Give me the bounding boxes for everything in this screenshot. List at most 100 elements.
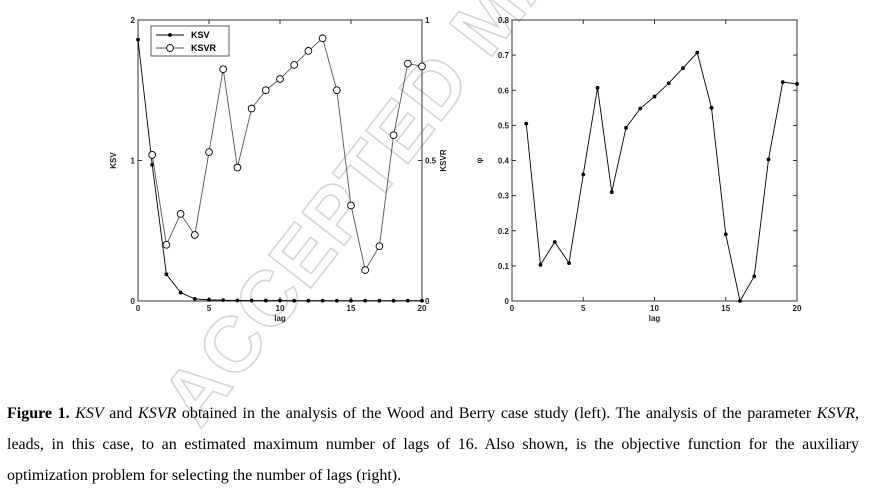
data-point-circle (389, 131, 398, 140)
y-tick-label: 0.6 (498, 86, 510, 95)
data-point-dot (552, 240, 557, 244)
legend-box (150, 25, 230, 57)
data-point-dot (624, 125, 628, 130)
data-point-circle (247, 104, 256, 113)
data-point-dot (178, 290, 183, 295)
data-point-circle (148, 151, 157, 159)
data-point-dot (278, 298, 282, 303)
y-tick-label: 0 (505, 297, 510, 306)
data-point-circle (304, 47, 313, 55)
legend-label: KSVR (191, 43, 217, 53)
y-tick-label: 0.5 (498, 121, 510, 130)
x-tick-label: 20 (793, 304, 802, 313)
right-chart: 0 5 10 15 20 lag 0 0.1 0.2 0.3 0.4 0.5 0.6 0.7 0.8 φ (475, 16, 802, 323)
data-point-dot (795, 82, 799, 86)
data-point-dot (292, 298, 297, 303)
caption-label: Figure 1. (7, 405, 70, 422)
x-tick-label: 15 (721, 304, 730, 313)
y-right-tick-label: 0.5 (425, 157, 437, 166)
data-point-dot (709, 105, 714, 110)
data-point-dot (595, 85, 600, 90)
y-axis-label: KSV (109, 152, 118, 169)
y-right-axis-label: KSVR (439, 149, 448, 171)
data-point-dot (405, 298, 410, 303)
data-point-dot (738, 299, 742, 303)
y-tick-label: 0.2 (498, 227, 510, 236)
data-point-dot (136, 37, 140, 42)
data-point-dot (249, 298, 254, 303)
data-point-dot (723, 232, 728, 237)
caption-text-3: , leads, in this case, to an estimated m… (7, 405, 860, 484)
data-point-circle (190, 231, 199, 239)
data-point-circle (318, 34, 327, 43)
data-point-dot (666, 81, 671, 86)
data-point-circle (276, 75, 284, 83)
data-point-circle (290, 61, 299, 69)
x-tick-label: 5 (207, 304, 212, 313)
caption-text-1: and (103, 405, 139, 422)
y-tick-label: 2 (131, 16, 136, 25)
data-point-dot (349, 298, 353, 303)
legend-label: KSV (191, 30, 210, 40)
data-point-circle (205, 148, 213, 156)
data-point-dot (192, 296, 197, 301)
y-axis-label: φ (475, 157, 484, 163)
data-point-circle (261, 86, 270, 95)
data-point-dot (581, 172, 586, 177)
y-right-tick-label: 1 (425, 16, 430, 25)
data-point-dot (334, 298, 339, 303)
data-point-circle (176, 210, 185, 218)
data-point-circle (162, 240, 171, 249)
data-point-circle (418, 62, 426, 71)
data-point-dot (235, 298, 240, 303)
data-point-dot (766, 157, 771, 162)
data-point-dot (609, 190, 614, 195)
data-point-circle (375, 242, 384, 251)
plot-frame (511, 19, 798, 302)
data-point-dot (391, 298, 396, 303)
plot-frame (137, 19, 423, 302)
y-tick-label: 0 (131, 297, 136, 306)
data-point-dot (306, 298, 311, 303)
y-tick-label: 0.4 (498, 157, 510, 166)
y-tick-label: 0.8 (498, 16, 510, 25)
data-point-dot (752, 274, 757, 279)
y-tick-label: 1 (131, 157, 136, 166)
data-point-dot (695, 50, 700, 55)
caption-ksv: KSV (75, 405, 104, 422)
caption-ksvr: KSVR (138, 405, 177, 422)
data-point-circle (361, 266, 370, 274)
caption-text-2: obtained in the analysis of the Wood and… (176, 405, 817, 422)
caption-ksvr-2: KSVR (816, 405, 856, 422)
data-point-dot (420, 298, 424, 303)
x-tick-label: 0 (136, 304, 141, 313)
y-tick-label: 0.3 (498, 192, 510, 201)
x-tick-label: 10 (276, 304, 285, 313)
x-tick-label: 20 (418, 304, 427, 313)
figure-caption: Figure 1. KSV and KSVR obtained in the a… (7, 398, 859, 491)
series-line-phi (525, 51, 798, 303)
data-point-dot (638, 106, 643, 111)
y-tick-label: 0.7 (498, 51, 510, 60)
x-axis-label: lag (274, 314, 286, 323)
data-point-dot (164, 272, 169, 277)
data-point-circle (219, 65, 228, 74)
data-point-circle (347, 201, 355, 210)
data-point-circle (403, 59, 412, 68)
data-point-dot (567, 261, 571, 265)
y-tick-label: 0.1 (498, 262, 510, 271)
x-tick-label: 10 (650, 304, 659, 313)
data-point-dot (377, 298, 382, 303)
data-point-dot (263, 298, 268, 303)
data-point-dot (221, 298, 226, 303)
series-line-ksvr (151, 37, 423, 272)
x-axis-label: lag (649, 314, 661, 323)
legend-marker-dot (168, 33, 172, 37)
data-point-circle (332, 86, 341, 95)
y-right-tick-label: 0 (425, 297, 430, 306)
x-tick-label: 15 (347, 304, 356, 313)
figure-charts: 0 5 10 15 20 lag 0 1 2 KSV 0 0.5 1 KSVR KSV KSVR 0 5 10 15… (109, 16, 802, 323)
data-point-dot (652, 94, 657, 99)
data-point-dot (538, 262, 543, 267)
data-point-dot (780, 80, 785, 85)
